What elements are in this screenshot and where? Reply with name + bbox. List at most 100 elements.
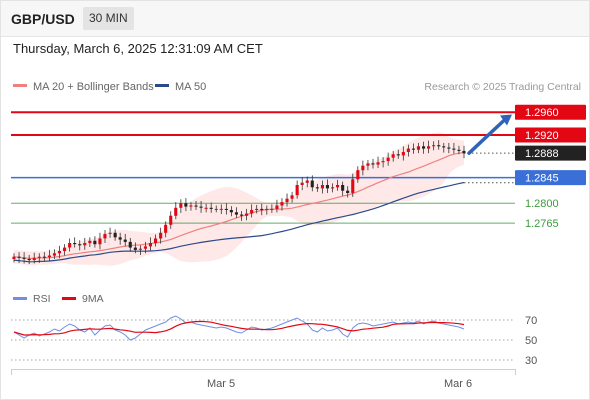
candle [27, 254, 31, 265]
candle-body [401, 152, 405, 156]
candle-body [310, 180, 314, 188]
candle-body [457, 149, 461, 151]
candle [174, 202, 178, 220]
legend: MA 20 + Bollinger Bands MA 50 Research ©… [13, 81, 581, 305]
candle-body [78, 244, 82, 246]
candle-body [270, 208, 274, 210]
candle [285, 193, 289, 207]
candle-body [73, 243, 77, 245]
candle-body [280, 202, 284, 206]
candle [78, 240, 82, 251]
candle-body [341, 185, 345, 191]
candle-body [325, 185, 329, 189]
candle [336, 179, 340, 191]
candle [331, 183, 335, 193]
candle [422, 141, 426, 154]
candle-body [22, 257, 26, 259]
candle [295, 180, 299, 199]
candle-body [123, 239, 127, 242]
candle-body [179, 203, 183, 208]
candle-body [148, 243, 152, 247]
candle [37, 253, 41, 263]
candle [386, 152, 390, 166]
candle [224, 203, 228, 215]
candle-body [437, 145, 441, 147]
candle [209, 202, 213, 213]
candle [275, 199, 279, 213]
interval-button[interactable]: 30 MIN [83, 7, 134, 30]
candle-body [229, 210, 233, 213]
candle-body [199, 206, 203, 208]
candle-body [118, 237, 122, 240]
candle-body [285, 198, 289, 203]
candle-body [255, 208, 259, 210]
candle [366, 159, 370, 171]
candle [320, 180, 324, 194]
ma50-legend-swatch [155, 84, 169, 87]
candle-body [336, 185, 340, 188]
candle [189, 202, 193, 211]
candle [88, 237, 92, 248]
level-tag-3: 1.2845 [515, 170, 586, 186]
candle-body [406, 148, 410, 152]
candle [143, 241, 147, 254]
level-tag-bg-3 [515, 170, 586, 186]
candle-body [442, 146, 446, 148]
candle-body [351, 179, 355, 193]
candle [240, 211, 244, 221]
candle [442, 142, 446, 153]
level-tag-0: 1.2960 [515, 104, 586, 120]
level-tag-text-4: 1.2800 [525, 198, 559, 210]
candle [265, 205, 269, 215]
level-tag-text-2: 1.2888 [525, 148, 559, 160]
candle-body [83, 243, 87, 246]
candle [310, 175, 314, 192]
candle-body [143, 246, 147, 249]
candle-body [265, 208, 269, 210]
candle [204, 203, 208, 213]
candle-body [133, 247, 137, 250]
level-labels: 1.2960 1.2920 1.2888 1.2845 1.2800 1.2765 [515, 104, 586, 230]
candle-body [346, 190, 350, 193]
candle-body [194, 205, 198, 207]
bollinger-band-area [14, 132, 464, 266]
symbol-label: GBP/USD [11, 11, 75, 27]
arrow-shaft [467, 116, 508, 155]
candle [93, 236, 97, 248]
candle-body [331, 187, 335, 189]
candle [214, 205, 218, 213]
candle-body [422, 146, 426, 149]
candle-body [63, 247, 67, 251]
candle [73, 237, 77, 248]
candle-body [381, 161, 385, 163]
candle-body [98, 238, 102, 245]
candle-body [57, 251, 61, 254]
candle [68, 238, 72, 252]
candle-body [108, 232, 112, 234]
candle [148, 237, 152, 251]
candle-body [93, 240, 97, 245]
level-tag-1: 1.2920 [515, 127, 586, 143]
candle [154, 234, 158, 247]
level-tag-bg-2 [515, 145, 586, 161]
candle-body [174, 207, 178, 216]
rsi-tick-label-2: 30 [525, 355, 537, 367]
bollinger-band [14, 132, 464, 266]
candle-body [204, 207, 208, 209]
candle-body [214, 208, 218, 210]
candle [52, 249, 56, 259]
price-levels [11, 111, 515, 224]
candle [427, 140, 431, 154]
level-tag-bg-0 [515, 104, 586, 120]
candle [57, 245, 61, 259]
candle [118, 232, 122, 245]
candle-body [159, 232, 163, 239]
candle [457, 145, 461, 155]
candle-body [300, 182, 304, 185]
candle [103, 229, 107, 244]
candle [325, 179, 329, 193]
candle-body [356, 170, 360, 180]
candle [199, 200, 203, 213]
candle [356, 166, 360, 183]
candle [452, 142, 456, 154]
